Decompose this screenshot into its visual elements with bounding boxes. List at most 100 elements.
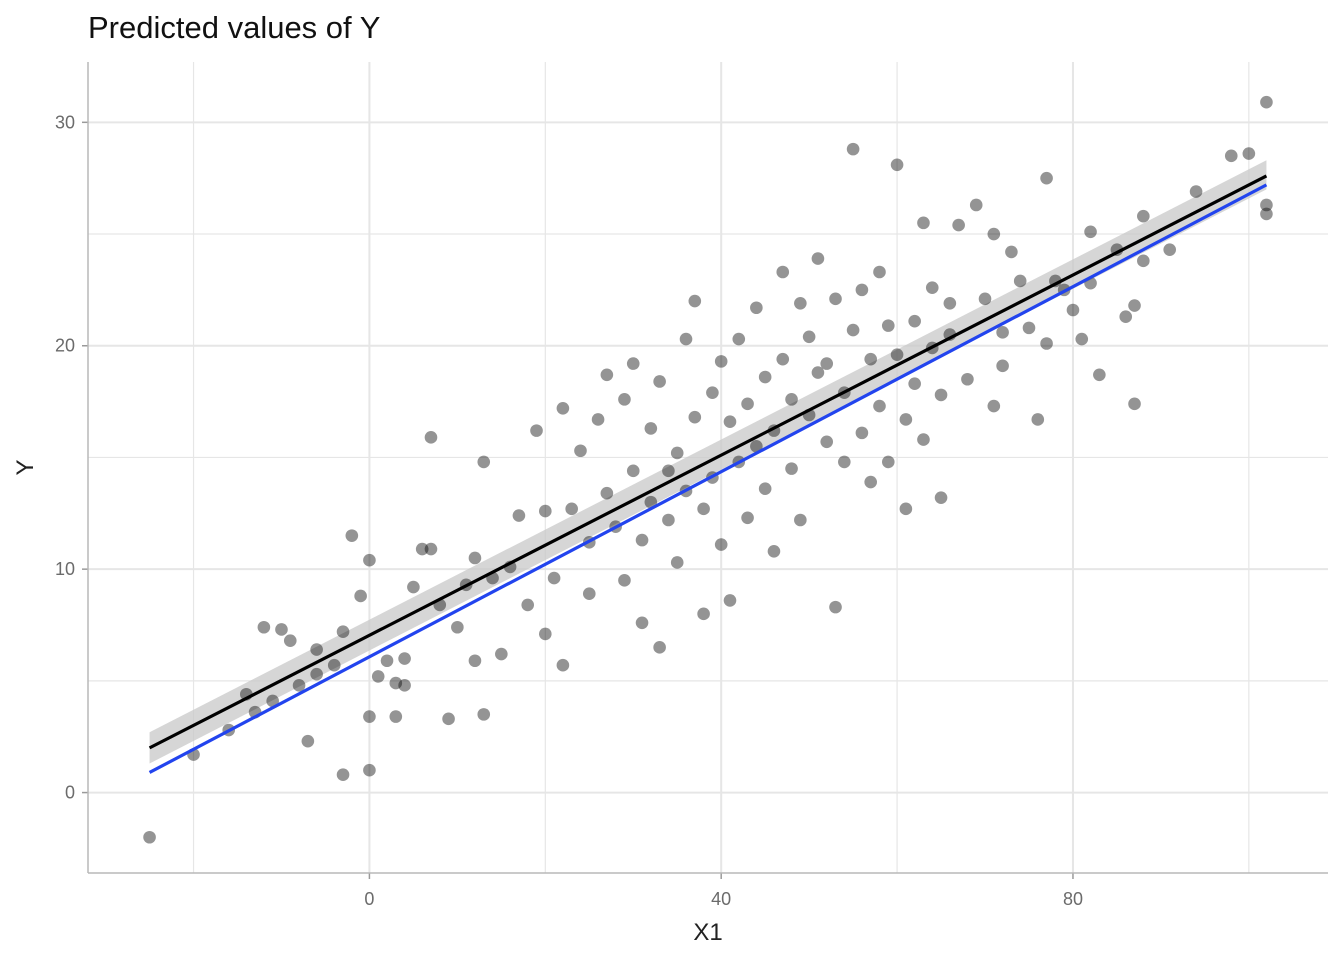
data-point bbox=[811, 366, 825, 379]
data-point bbox=[626, 357, 640, 370]
data-point bbox=[978, 292, 992, 306]
data-point bbox=[477, 708, 491, 721]
data-point bbox=[468, 551, 482, 565]
data-point bbox=[266, 694, 279, 708]
data-point bbox=[530, 424, 543, 437]
data-point bbox=[424, 431, 438, 444]
data-point bbox=[618, 393, 631, 406]
data-point bbox=[758, 482, 772, 496]
data-point bbox=[626, 464, 640, 478]
data-point bbox=[714, 355, 728, 368]
data-point bbox=[354, 589, 367, 603]
data-point bbox=[679, 332, 693, 346]
data-point bbox=[670, 556, 684, 569]
data-point bbox=[714, 538, 728, 551]
data-point bbox=[389, 710, 403, 723]
data-point bbox=[635, 533, 649, 547]
smooth-line bbox=[148, 183, 1268, 774]
data-point bbox=[539, 627, 552, 641]
data-point bbox=[732, 332, 746, 346]
data-point bbox=[363, 763, 376, 777]
data-point bbox=[600, 368, 614, 382]
data-point bbox=[741, 397, 754, 411]
data-point bbox=[697, 607, 710, 621]
y-tick-label: 20 bbox=[55, 336, 75, 356]
data-point bbox=[829, 600, 842, 614]
data-point bbox=[785, 462, 798, 475]
data-point bbox=[574, 444, 587, 458]
data-point bbox=[934, 491, 948, 504]
data-point bbox=[257, 620, 271, 634]
data-point bbox=[380, 654, 394, 668]
data-point bbox=[662, 513, 675, 527]
data-point bbox=[723, 594, 737, 607]
data-point bbox=[521, 598, 535, 612]
data-point bbox=[1075, 332, 1089, 346]
data-point bbox=[899, 502, 913, 516]
data-point bbox=[670, 446, 684, 460]
data-point bbox=[292, 679, 306, 692]
data-point bbox=[741, 511, 754, 525]
data-point bbox=[908, 377, 921, 391]
data-point bbox=[1066, 303, 1080, 317]
lines-layer bbox=[148, 174, 1268, 774]
data-point bbox=[943, 296, 957, 310]
data-point bbox=[1137, 254, 1150, 268]
data-point bbox=[283, 634, 297, 647]
data-point bbox=[908, 314, 921, 328]
data-point bbox=[855, 283, 869, 297]
data-point bbox=[688, 294, 702, 308]
data-point bbox=[829, 292, 842, 306]
data-point bbox=[539, 504, 552, 518]
x-tick-label: 40 bbox=[711, 889, 731, 909]
data-point bbox=[556, 658, 570, 672]
data-point bbox=[873, 265, 886, 279]
data-point bbox=[424, 542, 438, 556]
data-point bbox=[1119, 310, 1133, 323]
data-point bbox=[1137, 209, 1150, 223]
x-tick-label: 80 bbox=[1063, 889, 1083, 909]
data-point bbox=[855, 426, 869, 440]
data-point bbox=[1022, 321, 1036, 335]
data-point bbox=[750, 439, 763, 453]
data-point bbox=[512, 509, 526, 522]
data-point bbox=[706, 386, 719, 399]
chart-title: Predicted values of Y bbox=[88, 10, 381, 45]
data-point bbox=[688, 410, 702, 424]
data-point bbox=[1040, 171, 1053, 185]
data-point bbox=[846, 142, 860, 156]
data-point bbox=[864, 352, 877, 366]
data-point bbox=[794, 296, 807, 310]
data-point bbox=[591, 413, 605, 426]
data-point bbox=[890, 158, 904, 172]
data-point bbox=[371, 670, 385, 683]
data-point bbox=[547, 571, 561, 585]
data-point bbox=[820, 357, 834, 370]
data-point bbox=[398, 652, 411, 665]
data-point bbox=[662, 464, 675, 478]
data-point bbox=[451, 620, 464, 634]
points-layer bbox=[143, 95, 1273, 844]
data-point bbox=[1189, 185, 1203, 198]
data-point bbox=[758, 370, 772, 384]
data-point bbox=[838, 455, 851, 469]
data-point bbox=[917, 216, 930, 230]
data-point bbox=[477, 455, 491, 469]
data-point bbox=[275, 623, 288, 636]
x-tick-label: 0 bbox=[364, 889, 374, 909]
data-point bbox=[1128, 397, 1141, 411]
data-point bbox=[582, 587, 596, 601]
data-point bbox=[1013, 274, 1027, 288]
data-point bbox=[644, 422, 658, 435]
data-point bbox=[1084, 225, 1097, 239]
data-point bbox=[310, 667, 323, 681]
grid bbox=[88, 62, 1328, 873]
data-point bbox=[785, 393, 798, 406]
data-point bbox=[345, 529, 359, 542]
data-point bbox=[846, 323, 860, 337]
data-point bbox=[864, 475, 877, 489]
data-point bbox=[301, 734, 315, 748]
data-point bbox=[1260, 198, 1273, 212]
data-point bbox=[363, 553, 376, 567]
